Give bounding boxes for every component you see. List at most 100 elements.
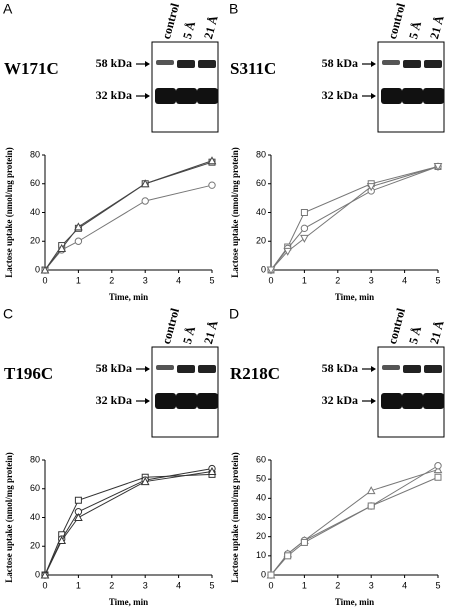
marker	[300, 538, 308, 546]
arrow-head	[371, 366, 376, 372]
series-line	[270, 465, 439, 576]
marker	[140, 179, 150, 188]
blot-marker: 32 kDa	[322, 88, 358, 102]
marker	[208, 181, 216, 189]
lane-label: 5 Å	[180, 324, 198, 345]
blot-box	[377, 346, 445, 438]
blot-marker: 32 kDa	[96, 393, 132, 407]
marker	[207, 156, 217, 165]
marker	[366, 183, 376, 192]
marker	[207, 466, 217, 475]
band-32	[402, 88, 423, 104]
y-tick-label: 20	[30, 236, 40, 246]
band-58	[198, 60, 216, 68]
lane-label: 5 Å	[406, 324, 424, 345]
y-tick-label: 40	[30, 207, 40, 217]
band-32	[197, 88, 218, 104]
x-tick-label: 5	[435, 580, 440, 590]
marker	[40, 570, 50, 579]
y-tick-label: 60	[30, 483, 40, 493]
panel-title: T196C	[4, 364, 53, 383]
y-tick-label: 20	[256, 531, 266, 541]
band-32	[423, 393, 444, 409]
marker	[367, 502, 375, 510]
series-line	[270, 166, 439, 271]
x-tick-label: 5	[209, 580, 214, 590]
series-line	[270, 469, 439, 576]
series-line	[270, 476, 439, 576]
x-tick-label: 2	[109, 580, 114, 590]
series-line	[44, 161, 213, 271]
x-tick-label: 2	[109, 275, 114, 285]
marker	[300, 234, 309, 243]
series-line	[44, 471, 213, 576]
arrow-head	[371, 93, 376, 99]
blot-box	[151, 41, 219, 133]
y-tick-label: 80	[256, 149, 266, 159]
x-tick-label: 3	[143, 275, 148, 285]
y-tick-label: 60	[256, 454, 266, 464]
marker	[140, 477, 150, 486]
blot-marker: 58 kDa	[96, 361, 132, 375]
band-32	[176, 393, 197, 409]
x-axis-label: Time, min	[335, 292, 374, 302]
marker	[57, 535, 67, 544]
marker	[141, 197, 149, 205]
y-tick-label: 80	[30, 454, 40, 464]
y-axis-label: Lactose uptake (nmol/mg protein)	[4, 452, 14, 583]
x-axis-label: Time, min	[109, 597, 148, 607]
y-tick-label: 0	[261, 264, 266, 274]
band-32	[197, 393, 218, 409]
x-tick-label: 0	[42, 275, 47, 285]
arrow-head	[145, 93, 150, 99]
y-tick-label: 0	[35, 569, 40, 579]
band-32	[423, 88, 444, 104]
x-tick-label: 4	[176, 580, 181, 590]
x-tick-label: 1	[302, 275, 307, 285]
lane-label: 21 Å	[427, 14, 447, 41]
marker	[283, 247, 293, 256]
x-tick-label: 3	[143, 580, 148, 590]
x-tick-label: 0	[42, 580, 47, 590]
y-tick-label: 40	[30, 512, 40, 522]
x-tick-label: 4	[402, 580, 407, 590]
x-tick-label: 2	[335, 275, 340, 285]
blot-marker: 58 kDa	[322, 361, 358, 375]
band-32	[381, 393, 402, 409]
x-tick-label: 1	[76, 275, 81, 285]
y-tick-label: 30	[256, 512, 266, 522]
marker	[284, 552, 292, 560]
lane-label: 21 Å	[427, 319, 447, 346]
y-tick-label: 50	[256, 474, 266, 484]
arrow-head	[371, 61, 376, 67]
panel-label: A	[3, 1, 13, 17]
marker	[40, 265, 50, 274]
marker	[74, 512, 83, 521]
y-axis-label: Lactose uptake (nmol/mg protein)	[4, 147, 14, 278]
marker	[267, 571, 275, 579]
x-tick-label: 3	[369, 580, 374, 590]
arrow-head	[145, 366, 150, 372]
marker	[74, 222, 83, 231]
blot-marker: 58 kDa	[96, 56, 132, 70]
blot-marker: 58 kDa	[322, 56, 358, 70]
lane-label: control	[385, 306, 408, 345]
series-line	[44, 468, 213, 576]
y-tick-label: 60	[30, 178, 40, 188]
arrow-head	[145, 61, 150, 67]
series-line	[44, 160, 213, 271]
x-tick-label: 1	[302, 580, 307, 590]
panel-label: B	[229, 1, 238, 17]
y-tick-label: 0	[261, 569, 266, 579]
marker	[366, 486, 376, 495]
lane-label: 21 Å	[201, 319, 221, 346]
blot-box	[151, 346, 219, 438]
band-58	[198, 365, 216, 373]
marker	[434, 462, 442, 470]
y-tick-label: 10	[256, 550, 266, 560]
y-axis-label: Lactose uptake (nmol/mg protein)	[230, 147, 240, 278]
band-58	[177, 60, 195, 68]
lane-label: control	[159, 306, 182, 345]
marker	[433, 163, 443, 172]
band-58	[424, 60, 442, 68]
